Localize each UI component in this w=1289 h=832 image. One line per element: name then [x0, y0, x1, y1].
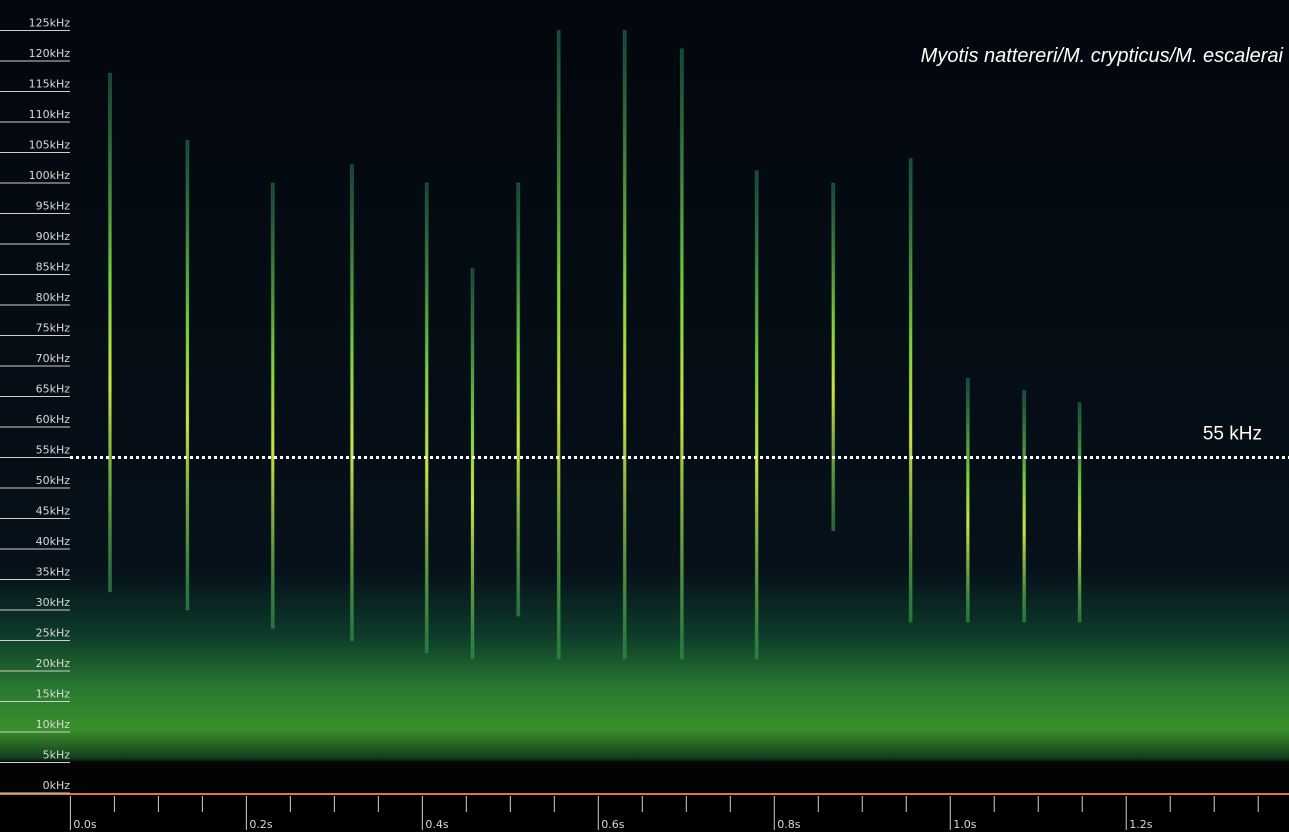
call — [755, 171, 758, 659]
y-tick-label: 90kHz — [36, 230, 71, 243]
x-tick-label: 0.4s — [425, 818, 448, 831]
call — [1078, 403, 1081, 623]
reference-label: 55 kHz — [1203, 424, 1262, 445]
y-tick-label: 115kHz — [29, 78, 71, 91]
spectrogram-chart: 0kHz 5kHz 10kHz 15kHz 20kHz 25kHz 30kHz 35kHz 40… — [0, 0, 1289, 832]
call — [108, 73, 111, 592]
y-tick-label: 120kHz — [29, 47, 71, 60]
y-tick-label: 0kHz — [43, 779, 71, 792]
y-tick-label: 35kHz — [36, 566, 71, 579]
call — [680, 49, 683, 659]
call — [966, 378, 969, 622]
y-tick-label: 30kHz — [36, 596, 71, 609]
y-tick-label: 85kHz — [36, 261, 71, 274]
call — [425, 183, 428, 653]
y-tick-label: 110kHz — [29, 108, 71, 121]
species-annotation: Myotis nattereri/M. crypticus/M. escaler… — [921, 45, 1284, 67]
call — [1023, 390, 1026, 622]
x-axis-area — [0, 793, 1289, 832]
call — [186, 140, 189, 610]
y-tick-label: 50kHz — [36, 474, 71, 487]
x-tick-label: 0.2s — [249, 818, 272, 831]
call — [832, 183, 835, 531]
y-tick-label: 45kHz — [36, 505, 71, 518]
y-tick-label: 105kHz — [29, 139, 71, 152]
y-tick-label: 55kHz — [36, 444, 71, 457]
y-tick-label: 70kHz — [36, 352, 71, 365]
call — [909, 159, 912, 623]
call — [471, 268, 474, 658]
x-tick-label: 0.6s — [601, 818, 624, 831]
y-tick-label: 5kHz — [43, 749, 71, 762]
y-tick-label: 95kHz — [36, 200, 71, 213]
y-tick-label: 65kHz — [36, 383, 71, 396]
y-tick-label: 15kHz — [36, 688, 71, 701]
y-tick-label: 100kHz — [29, 169, 71, 182]
spectrogram-background — [0, 0, 1289, 793]
x-tick-label: 1.0s — [953, 818, 976, 831]
x-tick-label: 0.0s — [73, 818, 96, 831]
call — [623, 31, 626, 659]
x-tick-label: 1.2s — [1129, 818, 1152, 831]
call — [557, 31, 560, 659]
y-tick-label: 40kHz — [36, 535, 71, 548]
call — [350, 165, 353, 641]
call — [271, 183, 274, 628]
y-tick-label: 80kHz — [36, 291, 71, 304]
y-tick-label: 60kHz — [36, 413, 71, 426]
y-tick-label: 20kHz — [36, 657, 71, 670]
y-tick-label: 10kHz — [36, 718, 71, 731]
page: 0kHz 5kHz 10kHz 15kHz 20kHz 25kHz 30kHz 35kHz 40… — [0, 0, 1289, 832]
x-tick-label: 0.8s — [777, 818, 800, 831]
y-tick-label: 25kHz — [36, 627, 71, 640]
call — [517, 183, 520, 616]
y-tick-label: 125kHz — [29, 17, 71, 30]
y-tick-label: 75kHz — [36, 322, 71, 335]
